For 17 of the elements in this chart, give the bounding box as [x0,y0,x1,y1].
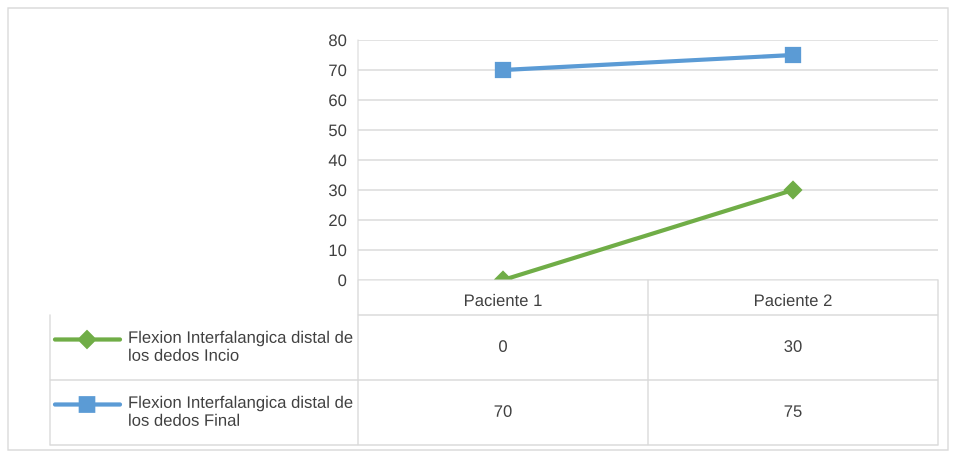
x-tick-label: Paciente 2 [754,294,832,306]
y-tick-label: 70 [329,64,346,76]
y-tick-label: 80 [329,34,346,46]
y-tick-label: 0 [338,274,346,286]
y-tick-label: 10 [330,244,346,256]
y-tick-label: 20 [329,214,346,226]
x-tick-label: Paciente 1 [464,294,542,306]
y-tick-label: 30 [328,184,346,196]
y-tick-label: 50 [329,124,346,136]
data-label: 30 [784,340,802,352]
data-label: 70 [494,405,512,417]
y-tick-label: 60 [329,94,346,106]
legend-label: Flexion Interfalangica distal de los dedos Final [129,396,352,426]
y-tick-label: 40 [328,154,346,166]
data-label: 75 [784,405,802,417]
data-label: 0 [499,340,507,352]
legend-label: Flexion Interfalangica distal de los dedos Incio [129,330,352,361]
